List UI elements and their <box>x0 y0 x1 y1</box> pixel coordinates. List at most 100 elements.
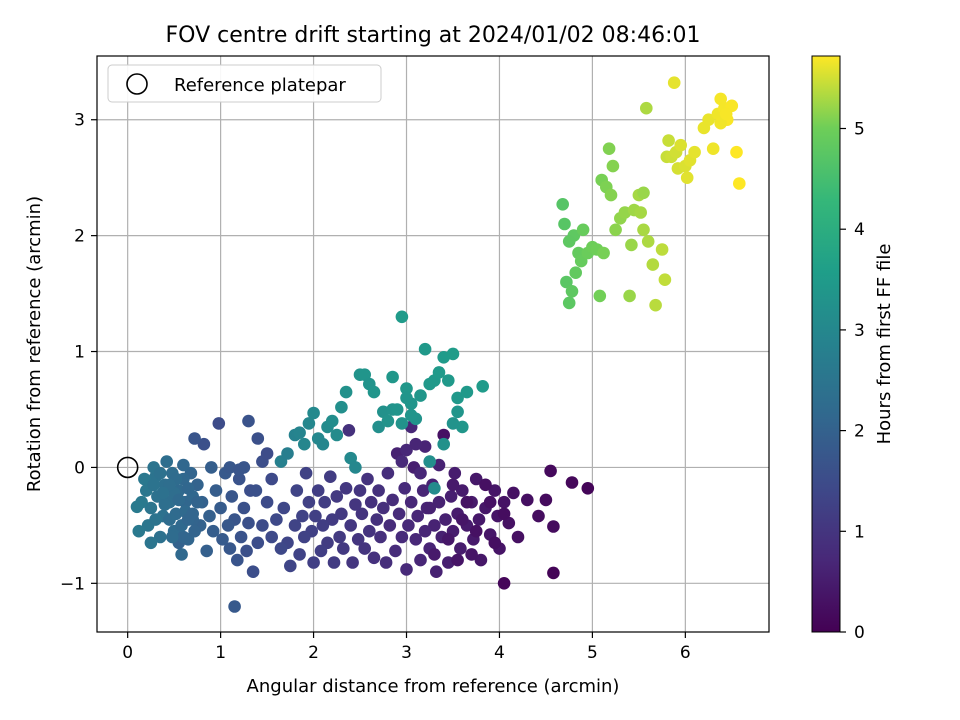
data-point <box>423 455 437 468</box>
x-tick-label: 1 <box>215 643 226 663</box>
colorbar-tick-label: 0 <box>854 623 865 643</box>
data-point <box>439 513 452 526</box>
data-point <box>446 347 460 361</box>
data-point <box>389 544 402 558</box>
legend-box <box>107 64 382 103</box>
data-point <box>497 577 511 590</box>
data-point <box>260 495 274 509</box>
data-point <box>302 417 316 430</box>
data-point <box>446 478 460 492</box>
data-point <box>242 414 255 428</box>
data-point <box>225 490 239 503</box>
data-point <box>374 530 387 544</box>
data-point <box>158 498 172 511</box>
data-point <box>395 417 409 430</box>
data-point <box>428 519 441 532</box>
colorbar-tick-label: 2 <box>854 422 865 442</box>
data-point <box>558 217 571 231</box>
data-point <box>437 428 451 442</box>
data-point <box>497 495 511 509</box>
data-point <box>392 507 406 521</box>
data-point <box>733 177 746 190</box>
data-point <box>367 551 381 565</box>
data-point <box>197 437 211 451</box>
data-point <box>281 447 294 460</box>
data-point <box>212 417 226 430</box>
data-point <box>662 134 675 147</box>
colorbar-tick-label: 5 <box>854 120 865 140</box>
data-point <box>609 223 622 237</box>
x-tick-label: 2 <box>308 643 319 663</box>
data-point <box>358 368 372 382</box>
data-point <box>290 484 304 497</box>
data-point <box>318 495 332 509</box>
data-point <box>231 553 244 567</box>
data-point <box>214 501 227 515</box>
data-point <box>565 285 579 298</box>
data-point <box>240 544 253 558</box>
y-tick-label: 1 <box>74 343 85 363</box>
data-point <box>521 493 534 507</box>
data-point <box>342 424 356 437</box>
data-point <box>602 142 616 155</box>
data-point <box>383 519 397 532</box>
data-point <box>451 553 464 567</box>
data-point <box>251 536 265 550</box>
colorbar-tick-label: 1 <box>854 522 865 542</box>
data-point <box>372 420 385 434</box>
data-point <box>560 275 573 289</box>
data-point <box>428 482 441 495</box>
data-point <box>216 533 229 546</box>
colorbar-label: Hours from first FF file <box>874 244 895 445</box>
data-point <box>456 513 469 526</box>
x-axis-label: Angular distance from reference (arcmin) <box>247 676 620 697</box>
data-point <box>361 472 374 486</box>
data-point <box>719 107 733 121</box>
data-point <box>637 223 650 237</box>
x-tick-label: 5 <box>587 643 598 663</box>
y-tick-label: 3 <box>74 111 85 131</box>
data-point <box>460 385 474 399</box>
data-point <box>411 509 425 523</box>
data-point <box>444 490 458 503</box>
data-point <box>206 524 220 538</box>
data-point <box>153 530 167 544</box>
data-point <box>293 548 306 561</box>
data-point <box>346 556 359 569</box>
x-tick-label: 6 <box>680 643 691 663</box>
data-point <box>355 507 369 521</box>
y-axis-label: Rotation from reference (arcmin) <box>24 196 45 492</box>
data-point <box>144 501 158 515</box>
data-point <box>251 432 265 445</box>
data-point <box>702 113 715 126</box>
data-point <box>604 188 618 202</box>
colorbar-ticks: 0 1 2 3 4 5 <box>840 120 865 643</box>
data-point <box>138 472 151 486</box>
data-point <box>430 565 443 578</box>
data-point <box>277 501 291 515</box>
data-point <box>474 553 488 567</box>
data-point <box>402 519 415 532</box>
data-point <box>349 461 362 474</box>
data-point <box>404 495 418 509</box>
data-point <box>398 482 412 495</box>
data-point <box>363 524 376 538</box>
data-point <box>330 428 344 442</box>
data-point <box>330 490 344 503</box>
data-point <box>349 498 362 511</box>
data-point <box>395 530 409 544</box>
data-point <box>234 530 248 544</box>
data-point <box>625 238 638 252</box>
data-point <box>299 466 313 480</box>
data-point <box>337 542 350 555</box>
data-point <box>469 472 483 486</box>
x-tick-label: 0 <box>122 643 133 663</box>
data-point <box>395 455 409 468</box>
data-point <box>242 516 255 530</box>
plot-area-frame <box>96 55 770 633</box>
data-point <box>507 486 520 500</box>
data-point <box>576 223 590 237</box>
data-point <box>339 482 353 495</box>
colorbar: 0 1 2 3 4 5 Hours from first FF file <box>811 55 895 643</box>
data-point <box>497 507 511 521</box>
